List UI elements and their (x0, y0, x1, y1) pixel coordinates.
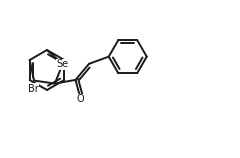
Text: Br: Br (28, 84, 38, 94)
Text: O: O (77, 94, 84, 104)
Text: Se: Se (57, 59, 69, 69)
